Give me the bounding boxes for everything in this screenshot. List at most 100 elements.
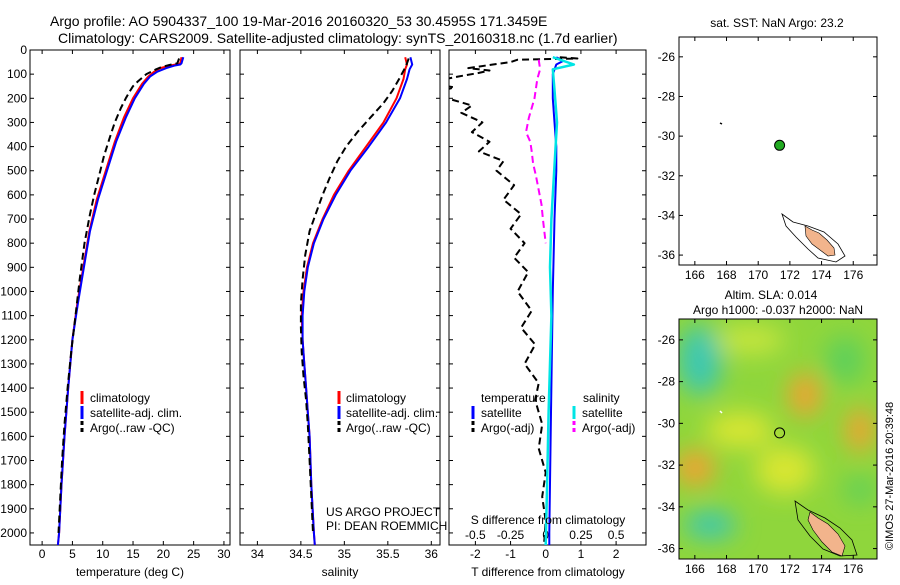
salinity-legend: climatology satellite-adj. clim. Argo(..…	[337, 391, 438, 435]
depth-tick-label: 1700	[0, 453, 27, 467]
sla-island-dot	[719, 410, 723, 414]
temperature-panel: 0100200300400500600700800900100011001200…	[0, 43, 231, 579]
salinity-axis-label: salinity	[322, 565, 359, 579]
sla-low-green	[825, 336, 865, 384]
depth-tick-label: 0	[20, 43, 27, 57]
legend-s-satellite-label: satellite	[582, 406, 623, 420]
figure-title-line2: Climatology: CARS2009. Satellite-adjuste…	[58, 30, 618, 46]
longitude-tick-label: 176	[843, 562, 863, 576]
salinity-tick-label: 36	[425, 547, 439, 561]
temperature-tick-label: 15	[126, 547, 140, 561]
depth-tick-label: 1200	[0, 333, 27, 347]
legend-satellite-label: satellite-adj. clim.	[90, 406, 182, 420]
sla-map-ticks: 166 168 170 172 174 176 -26 -28 -30 -32 -34 -36	[658, 319, 877, 576]
difference-panel: -2 -1 0 1 2-0.5 -0.25 0 0.25 0.5 S difference fr…	[448, 49, 647, 579]
legend-argo-label: Argo(..raw -QC)	[90, 421, 175, 435]
temperature-axis-label: temperature (deg C)	[76, 565, 184, 579]
sst-map-frame	[678, 36, 878, 266]
sla-mid	[715, 326, 785, 354]
salinity-depth-ticks	[240, 49, 440, 534]
salinity-axis-ticks: 34 34.5 35 35.5 36	[251, 50, 439, 561]
latitude-tick-label: -28	[658, 89, 676, 103]
argo-temperature-line	[57, 58, 181, 533]
depth-tick-label: 1800	[0, 478, 27, 492]
temperature-tick-label: 30	[217, 547, 231, 561]
latitude-tick-label: -30	[658, 416, 676, 430]
sla-low-green	[844, 476, 876, 504]
legend-t-argo-label: Argo(-adj)	[481, 421, 534, 435]
salinity-tick-label: 34.5	[289, 547, 313, 561]
temperature-difference-tick-label: -2	[470, 547, 481, 561]
latitude-tick-label: -32	[658, 169, 676, 183]
sla-land-norfolk-ridge	[807, 511, 846, 557]
sla-float-marker	[774, 427, 786, 439]
sla-map-title-line1: Altim. SLA: 0.014	[725, 288, 818, 302]
sla-high-orange	[679, 450, 715, 486]
salinity-tick-label: 34	[251, 547, 265, 561]
legend-climatology-label: climatology	[90, 391, 150, 405]
sla-low-cyan	[684, 511, 736, 539]
depth-tick-label: 400	[7, 140, 27, 154]
longitude-tick-label: 170	[748, 562, 768, 576]
legend-climatology-label: climatology	[346, 391, 406, 405]
sla-map-title-line2: Argo h1000: -0.037 h2000: NaN	[693, 303, 863, 317]
temperature-tick-label: 10	[96, 547, 110, 561]
longitude-tick-label: 174	[812, 268, 832, 282]
sst-land-norfolk-ridge	[804, 225, 836, 257]
longitude-tick-label: 172	[780, 268, 800, 282]
temperature-difference-tick-label: -1	[505, 547, 516, 561]
sla-map-frame	[678, 318, 878, 560]
salinity-difference-axis-label: S difference from climatology	[471, 513, 626, 527]
sla-bathymetry-contour	[794, 500, 858, 557]
latitude-tick-label: -26	[658, 50, 676, 64]
difference-legend: temperature satellite Argo(-adj) salinit…	[471, 391, 635, 435]
legend-temperature-title: temperature	[481, 391, 546, 405]
imos-credit: ©IMOS 27-Mar-2016 20:39:48	[884, 402, 896, 550]
sla-mid	[706, 412, 774, 448]
sla-map-panel: Altim. SLA: 0.014 Argo h1000: -0.037 h20…	[658, 288, 878, 576]
temperature-difference-tick-label: 0	[542, 547, 549, 561]
sst-map-title: sat. SST: NaN Argo: 23.2	[710, 16, 844, 30]
depth-tick-label: 100	[7, 67, 27, 81]
longitude-tick-label: 166	[685, 562, 705, 576]
depth-tick-label: 2000	[0, 526, 27, 540]
sst-bathymetry-contour	[781, 212, 846, 263]
latitude-tick-label: -36	[658, 542, 676, 556]
depth-tick-label: 1300	[0, 357, 27, 371]
legend-argo-label: Argo(..raw -QC)	[346, 421, 431, 435]
depth-tick-label: 600	[7, 188, 27, 202]
longitude-tick-label: 168	[717, 562, 737, 576]
latitude-tick-label: -30	[658, 129, 676, 143]
longitude-tick-label: 168	[717, 268, 737, 282]
difference-depth-ticks	[449, 49, 646, 534]
legend-satellite-label: satellite-adj. clim.	[346, 406, 438, 420]
latitude-tick-label: -26	[658, 333, 676, 347]
temperature-tick-label: 25	[187, 547, 201, 561]
sla-mid	[755, 446, 815, 494]
legend-t-satellite-label: satellite	[481, 406, 522, 420]
temperature-argo-difference-line	[449, 56, 579, 545]
sst-map-ticks: 166 168 170 172 174 176 -26 -28 -30 -32 -34 -36	[658, 37, 877, 282]
temperature-axes-frame	[29, 49, 231, 546]
sla-high-orange	[846, 408, 874, 452]
depth-tick-label: 300	[7, 115, 27, 129]
sst-island-dot	[719, 122, 723, 125]
depth-tick-label: 800	[7, 236, 27, 250]
longitude-tick-label: 176	[843, 268, 863, 282]
sla-heatmap	[679, 319, 877, 559]
salinity-tick-label: 35	[338, 547, 352, 561]
latitude-tick-label: -28	[658, 375, 676, 389]
depth-tick-label: 1000	[0, 284, 27, 298]
argo-salinity-line	[299, 58, 410, 533]
temperature-series	[56, 56, 185, 545]
depth-tick-label: 1100	[1, 309, 27, 323]
figure-title-line1: Argo profile: AO 5904337_100 19-Mar-2016…	[50, 13, 547, 29]
longitude-tick-label: 174	[812, 562, 832, 576]
sla-low-cyan	[679, 325, 722, 395]
depth-tick-label: 200	[7, 91, 27, 105]
salinity-difference-tick-label: -0.5	[465, 528, 486, 542]
longitude-tick-label: 166	[685, 268, 705, 282]
temperature-legend: climatology satellite-adj. clim. Argo(..…	[80, 391, 182, 435]
temperature-difference-tick-label: 2	[613, 547, 620, 561]
temperature-tick-label: 5	[69, 547, 76, 561]
